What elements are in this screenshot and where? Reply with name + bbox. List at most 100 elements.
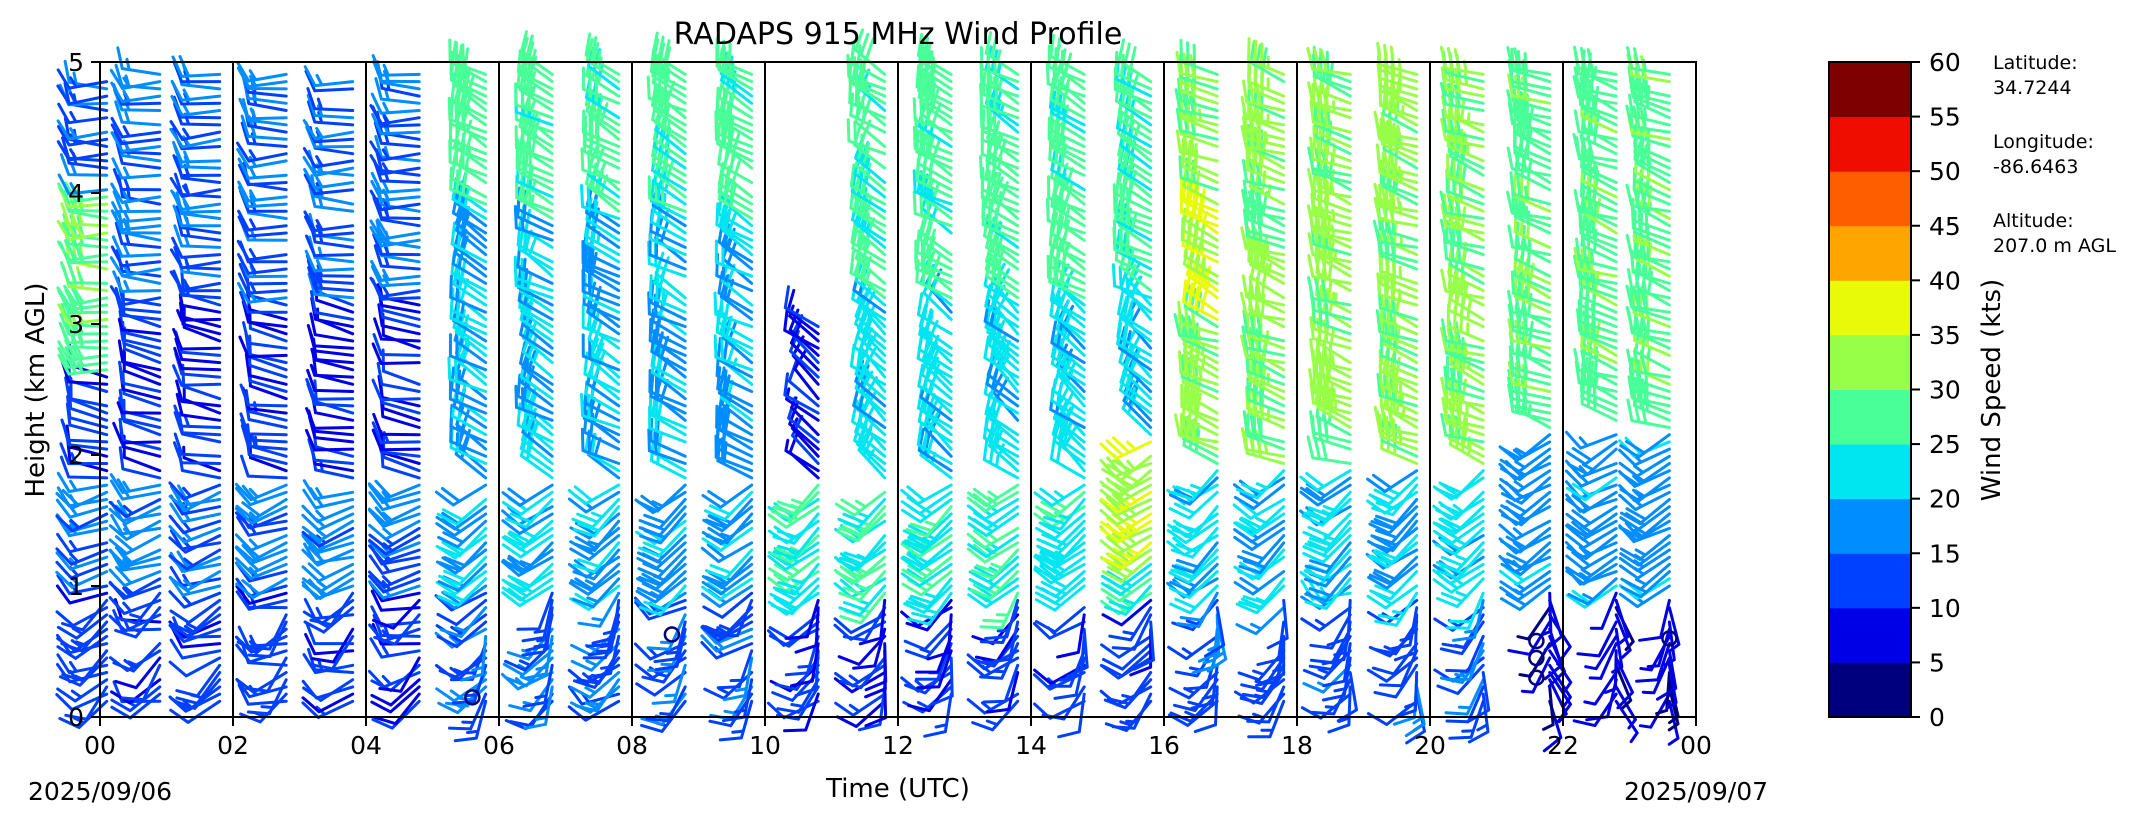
wind-barb	[979, 642, 1020, 680]
wind-barb	[311, 627, 355, 664]
wind-barb	[120, 663, 162, 702]
wind-barb	[460, 634, 488, 682]
wind-barb	[648, 274, 687, 314]
wind-barb	[301, 570, 355, 594]
wind-barb	[1513, 123, 1552, 163]
wind-barb	[1036, 519, 1086, 550]
wind-barb	[783, 692, 820, 733]
wind-barb	[57, 345, 109, 369]
wind-barb	[984, 598, 1020, 640]
colorbar-label: Wind Speed (kts)	[1977, 279, 2007, 501]
wind-barb	[905, 598, 953, 632]
wind-barb	[448, 139, 488, 177]
wind-barb	[1614, 663, 1633, 710]
wind-barb	[304, 633, 355, 656]
wind-barb	[60, 620, 109, 653]
wind-barb	[56, 678, 109, 703]
wind-barb	[1118, 368, 1153, 415]
calm-circle	[1661, 630, 1678, 647]
wind-barb	[1168, 490, 1219, 520]
wind-barb	[1447, 642, 1485, 681]
wind-barb	[117, 339, 162, 372]
x-tick-label: 16	[1148, 731, 1180, 760]
wind-barb	[1510, 270, 1552, 307]
wind-barb	[901, 570, 953, 597]
wind-barb	[235, 541, 288, 563]
wind-barb	[1178, 155, 1219, 192]
wind-barb	[901, 498, 953, 524]
wind-barb	[302, 479, 355, 501]
wind-barb	[1169, 584, 1219, 615]
wind-barb	[713, 291, 754, 329]
wind-barb	[58, 185, 109, 209]
wind-barb	[108, 498, 162, 519]
wind-barb	[1307, 168, 1352, 199]
wind-barb	[835, 699, 887, 728]
wind-barb	[1583, 671, 1618, 706]
wind-barb	[1379, 311, 1419, 350]
wind-barb	[1099, 493, 1153, 517]
wind-barb	[168, 623, 222, 644]
x-axis-label: Time (UTC)	[825, 774, 970, 804]
wind-barb	[310, 347, 355, 365]
wind-barb	[1245, 349, 1286, 386]
wind-barb	[852, 627, 887, 670]
wind-barb	[1578, 204, 1618, 242]
calm-markers	[464, 626, 1678, 706]
wind-barb	[1573, 109, 1618, 141]
wind-barb	[767, 505, 820, 529]
wind-barb	[451, 40, 488, 84]
wind-barb	[915, 229, 953, 271]
wind-barb	[109, 285, 162, 307]
wind-barb	[1573, 348, 1618, 379]
wind-barb	[1102, 541, 1153, 570]
wind-barb	[1434, 505, 1485, 535]
colorbar-segment	[1829, 116, 1911, 172]
wind-barb	[1625, 104, 1671, 134]
wind-barb	[1034, 577, 1086, 605]
wind-barb	[235, 590, 288, 611]
wind-barb	[1378, 183, 1419, 220]
wind-barb	[1239, 291, 1286, 321]
wind-barb	[1580, 214, 1618, 257]
wind-barb	[1510, 47, 1552, 84]
wind-barb	[368, 519, 421, 541]
calm-circle	[1528, 649, 1545, 667]
wind-barb	[716, 649, 754, 690]
wind-barb	[109, 473, 162, 494]
wind-barb	[1312, 175, 1352, 213]
wind-barb	[1307, 254, 1352, 285]
wind-barb	[1511, 190, 1552, 228]
wind-barb	[1507, 303, 1552, 336]
wind-barb	[1539, 591, 1553, 637]
wind-barb	[516, 591, 554, 631]
wind-barb	[914, 116, 953, 156]
wind-barb	[238, 163, 288, 187]
wind-barb	[307, 272, 355, 300]
wind-barb	[369, 218, 421, 241]
wind-barb	[1628, 366, 1671, 401]
wind-barb	[1175, 129, 1219, 163]
wind-barb	[1516, 606, 1552, 641]
wind-barb	[1104, 584, 1153, 616]
wind-barb	[1309, 380, 1352, 415]
y-tick-label: 3	[68, 310, 84, 339]
wind-barb	[1300, 606, 1352, 632]
wind-barb	[176, 309, 222, 322]
x-tick-label: 18	[1281, 731, 1313, 760]
wind-barb	[980, 131, 1020, 170]
calm-circle	[1528, 669, 1545, 686]
wind-barb	[1033, 562, 1086, 585]
wind-barb	[770, 490, 820, 522]
wind-barb	[1498, 519, 1552, 541]
wind-barb	[1307, 276, 1352, 307]
wind-barb	[1322, 642, 1352, 688]
wind-barb	[1180, 354, 1219, 393]
wind-barb	[376, 361, 421, 393]
colorbar-tick-label: 10	[1929, 594, 1961, 623]
wind-barb	[905, 505, 953, 538]
wind-barb	[1566, 534, 1618, 561]
wind-barb	[1627, 375, 1671, 408]
colorbar-segment	[1829, 62, 1911, 118]
wind-barb	[371, 378, 421, 402]
